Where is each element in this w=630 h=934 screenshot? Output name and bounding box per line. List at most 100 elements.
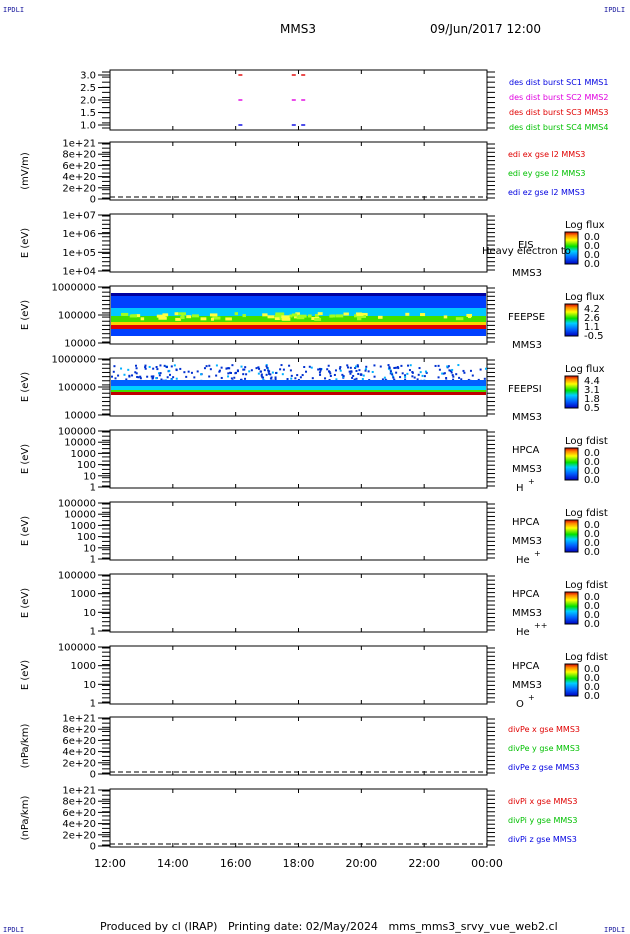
spectrogram-cell: [328, 370, 331, 373]
spectrogram-cell: [281, 315, 290, 319]
spectrogram-cell: [349, 372, 352, 375]
spectrogram-cell: [120, 367, 123, 370]
spectrogram-cell: [450, 369, 453, 372]
y-axis-label: (mV/m): [20, 152, 31, 190]
spectrogram-cell: [392, 376, 395, 379]
spectrogram-cell: [150, 375, 153, 378]
spectrogram-cell: [250, 369, 253, 372]
spectrogram-cell: [295, 312, 300, 316]
time-label: 18:00: [283, 857, 315, 870]
colorbar: [564, 591, 579, 625]
y-tick-label: 0: [90, 195, 96, 206]
time-label: 12:00: [94, 857, 126, 870]
instrument-label: FEEPSE: [508, 312, 545, 323]
colorbar: [564, 447, 579, 481]
spectrogram-cell: [352, 374, 355, 377]
spectrogram-cell: [355, 369, 358, 372]
corner-mark-top-right: IPDLI: [604, 6, 626, 14]
charge-label: +: [528, 693, 535, 702]
y-tick-label: 1: [90, 555, 96, 566]
y-tick-label: 8e+20: [62, 150, 96, 161]
time-label: 16:00: [220, 857, 252, 870]
spectrogram-cell: [356, 317, 362, 321]
spectrogram-cell: [419, 371, 422, 374]
spectrogram-cell: [156, 368, 159, 371]
spectrogram-cell: [155, 365, 158, 368]
spectrogram-cell: [317, 312, 323, 316]
y-tick-label: 6e+20: [62, 808, 96, 819]
colorbar-value: -0.5: [584, 331, 604, 342]
panel-frame-8: [109, 645, 488, 705]
legend-entry: des dist burst SC3 MMS3: [509, 108, 608, 117]
spectrogram-cell: [379, 365, 382, 368]
spacecraft-title: MMS3: [280, 22, 316, 36]
plot-datetime: 09/Jun/2017 12:00: [430, 22, 542, 36]
spectrogram-cell: [335, 378, 338, 381]
spectrogram-cell: [288, 364, 291, 367]
colorbar: [564, 663, 579, 697]
spectrogram-cell: [244, 366, 247, 369]
spectrogram-cell: [127, 368, 130, 371]
spectrogram-cell: [293, 315, 298, 319]
spectrogram-cell: [183, 371, 186, 374]
spectrogram-cell: [137, 376, 140, 379]
colorbar-value: 0.5: [584, 403, 600, 414]
charge-label: ++: [534, 621, 547, 630]
colorbar-value: 0.0: [584, 529, 600, 540]
spectrogram-cell: [329, 372, 332, 375]
spectrogram-cell: [123, 373, 126, 376]
spectrogram-cell: [286, 378, 289, 381]
spectrogram-cell: [357, 314, 367, 318]
spectrogram-cell: [438, 368, 441, 371]
spectrogram-cell: [349, 366, 352, 369]
species-label: H: [516, 483, 524, 494]
spectrogram-cell: [354, 365, 357, 368]
instrument-label: HPCA: [512, 589, 540, 600]
y-tick-label: 10000: [64, 411, 96, 422]
y-tick-label: 6e+20: [62, 736, 96, 747]
spectrogram-cell: [128, 375, 131, 378]
spectrogram-cell: [205, 365, 208, 368]
spectrogram-cell: [234, 372, 237, 375]
spectrogram-cell: [227, 375, 230, 378]
colorbar-value: 4.4: [584, 376, 600, 387]
corner-mark-bottom-right: IPDLI: [604, 926, 626, 934]
spectrogram-cell: [244, 377, 247, 380]
spectrogram-cell: [136, 375, 139, 378]
spectrogram-cell: [425, 371, 428, 374]
spectrogram-cell: [259, 370, 262, 373]
y-tick-label: 10000: [64, 510, 96, 521]
colorbar: [564, 375, 579, 409]
spectrogram-cell: [329, 375, 332, 378]
spectrogram-cell: [257, 372, 260, 375]
y-tick-label: 1000000: [51, 355, 96, 366]
spectrogram-cell: [339, 369, 342, 372]
y-tick-label: 4e+20: [62, 172, 96, 183]
extra-label: Heavy electron to: [482, 246, 571, 257]
colorbar-value: 0.0: [584, 547, 600, 558]
y-tick-label: 4e+20: [62, 747, 96, 758]
instrument-label: HPCA: [512, 661, 540, 672]
y-tick-label: 0: [90, 842, 96, 853]
spectrogram-cell: [373, 375, 376, 378]
spectrogram-cell: [152, 367, 155, 370]
spectrogram-cell: [361, 377, 364, 380]
spectrogram-cell: [144, 367, 147, 370]
instrument-label: HPCA: [512, 445, 540, 456]
spectrogram-cell: [125, 378, 128, 381]
spectrogram-cell: [424, 370, 427, 373]
spectrogram-cell: [242, 368, 245, 371]
y-tick-label: 2e+20: [62, 758, 96, 769]
y-tick-label: 1000: [71, 661, 96, 672]
spectrogram-cell: [242, 373, 245, 376]
spectrogram-cell: [391, 373, 394, 376]
y-tick-label: 100000: [58, 427, 96, 438]
legend-entry: divPe x gse MMS3: [508, 725, 580, 734]
spectrogram-cell: [275, 371, 278, 374]
spectrogram-cell: [442, 372, 445, 375]
spectrogram-cell: [484, 367, 487, 370]
spectrogram-cell: [409, 364, 412, 367]
spectrogram-cell: [193, 376, 196, 379]
colorbar-value: 0.0: [584, 475, 600, 486]
y-tick-label: 1: [90, 699, 96, 710]
